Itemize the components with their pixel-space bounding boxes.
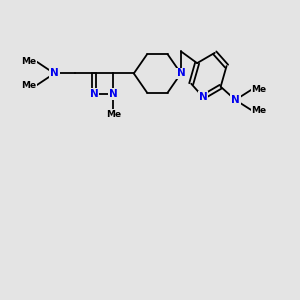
Text: N: N	[199, 92, 207, 102]
Text: Me: Me	[106, 110, 121, 119]
Text: N: N	[109, 89, 118, 99]
Text: Me: Me	[252, 85, 267, 94]
Text: N: N	[90, 89, 98, 99]
Text: Me: Me	[22, 57, 37, 66]
Text: N: N	[231, 95, 240, 105]
Text: Me: Me	[252, 106, 267, 115]
Text: N: N	[50, 68, 59, 78]
Text: Me: Me	[22, 81, 37, 90]
Text: N: N	[176, 68, 185, 78]
